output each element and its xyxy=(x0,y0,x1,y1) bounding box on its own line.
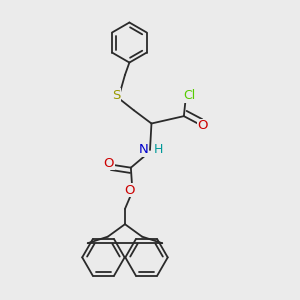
Text: H: H xyxy=(154,143,163,156)
Text: O: O xyxy=(103,157,114,170)
Text: O: O xyxy=(197,119,208,132)
Text: N: N xyxy=(139,143,148,157)
Text: O: O xyxy=(125,184,135,197)
Text: S: S xyxy=(112,89,120,102)
Text: Cl: Cl xyxy=(184,89,196,102)
